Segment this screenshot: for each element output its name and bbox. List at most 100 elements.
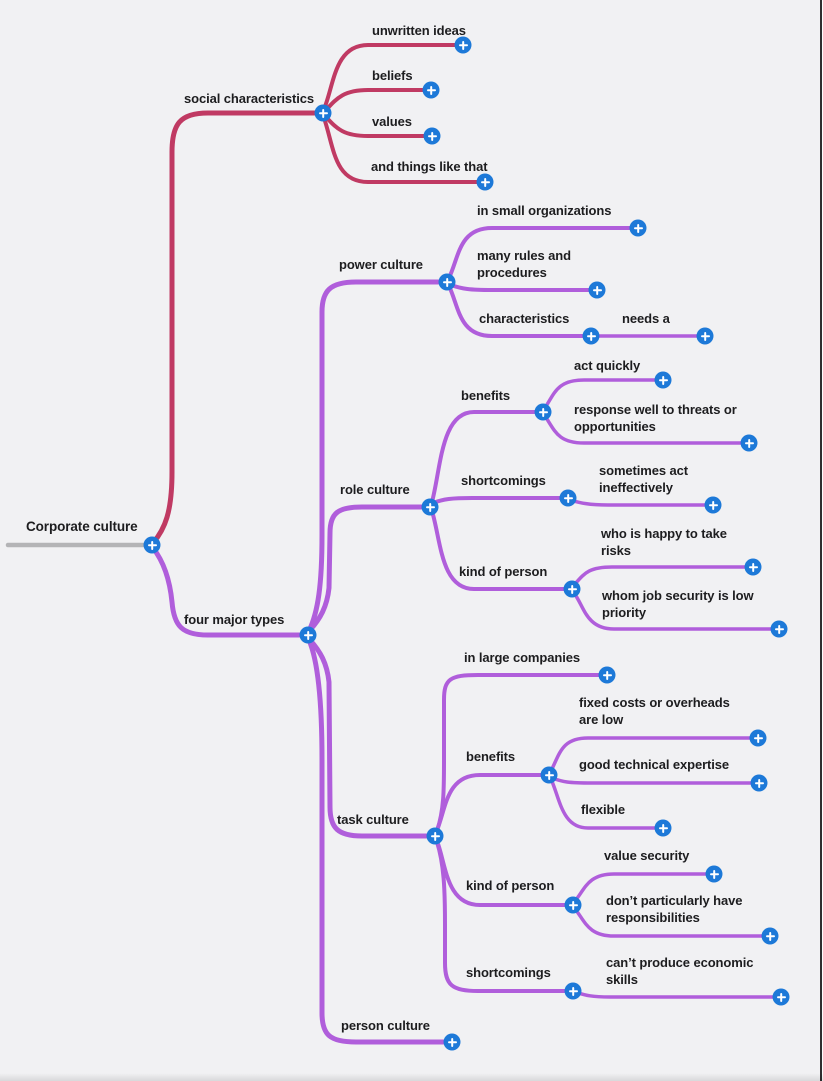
node-label-small-organizations[interactable]: in small organizations <box>477 203 612 218</box>
plus-icon <box>589 282 606 299</box>
edge-roleshort-sometimes <box>568 498 715 507</box>
node-label-flexible[interactable]: flexible <box>581 802 625 817</box>
expand-button-large-companies[interactable] <box>598 666 616 684</box>
node-label-social[interactable]: social characteristics <box>184 91 315 106</box>
node-label-role-shortcomings[interactable]: shortcomings <box>461 473 546 488</box>
node-label-large-companies[interactable]: in large companies <box>464 650 580 665</box>
expand-button-unwritten-ideas[interactable] <box>454 36 472 54</box>
edge-power-manyrules <box>449 283 599 292</box>
plus-icon <box>697 328 714 345</box>
node-label-task-shortcomings[interactable]: shortcomings <box>466 965 551 980</box>
expand-button-fixed-costs[interactable] <box>749 729 767 747</box>
edge-fourtypes-role <box>307 504 433 633</box>
edge-taskbenefits-fixedcosts <box>549 736 760 773</box>
plus-icon <box>422 499 439 516</box>
plus-icon <box>762 928 779 945</box>
expand-button-task-shortcomings[interactable] <box>564 982 582 1000</box>
node-label-person-culture[interactable]: person culture <box>341 1018 430 1033</box>
plus-icon <box>444 1034 461 1051</box>
node-label-value-security[interactable]: value security <box>604 848 690 863</box>
expand-button-small-organizations[interactable] <box>629 219 647 237</box>
expand-button-role-benefits[interactable] <box>534 403 552 421</box>
expand-button-needs-a[interactable] <box>696 327 714 345</box>
plus-icon <box>706 866 723 883</box>
expand-button-task-kind-of-person[interactable] <box>564 896 582 914</box>
expand-button-person-culture[interactable] <box>443 1033 461 1051</box>
edge-taskbenefits-flexible <box>549 777 665 830</box>
edge-role-benefits <box>430 410 545 504</box>
node-label-good-technical[interactable]: good technical expertise <box>579 757 730 772</box>
node-label-role-benefits[interactable]: benefits <box>461 388 511 403</box>
expand-button-role-kind-of-person[interactable] <box>563 580 581 598</box>
node-label-characteristics[interactable]: characteristics <box>479 311 570 326</box>
plus-icon <box>599 667 616 684</box>
node-label-dont-particularly[interactable]: don’t particularly have responsibilities <box>606 893 743 926</box>
expand-button-task-culture[interactable] <box>426 827 444 845</box>
node-label-role-culture[interactable]: role culture <box>340 482 410 497</box>
plus-icon <box>565 983 582 1000</box>
node-label-act-quickly[interactable]: act quickly <box>574 358 641 373</box>
node-label-beliefs[interactable]: beliefs <box>372 68 413 83</box>
node-label-role-kind-of-person[interactable]: kind of person <box>459 564 548 579</box>
expand-button-task-benefits[interactable] <box>540 766 558 784</box>
plus-icon <box>427 828 444 845</box>
expand-button-things-like-that[interactable] <box>476 173 494 191</box>
expand-button-power-culture[interactable] <box>438 273 456 291</box>
expand-button-social[interactable] <box>314 104 332 122</box>
expand-button-four-major-types[interactable] <box>299 626 317 644</box>
plus-icon <box>750 730 767 747</box>
expand-button-role-shortcomings[interactable] <box>559 489 577 507</box>
node-label-task-culture[interactable]: task culture <box>337 812 409 827</box>
edge-rolekind-whomjob <box>572 591 781 631</box>
node-label-task-benefits[interactable]: benefits <box>466 749 516 764</box>
plus-icon <box>705 497 722 514</box>
expand-button-beliefs[interactable] <box>422 81 440 99</box>
expand-button-sometimes-act[interactable] <box>704 496 722 514</box>
plus-icon <box>655 820 672 837</box>
expand-button-act-quickly[interactable] <box>654 371 672 389</box>
plus-icon <box>583 328 600 345</box>
edge-task-shortcomings <box>435 840 575 993</box>
expand-button-characteristics[interactable] <box>582 327 600 345</box>
plus-icon <box>300 627 317 644</box>
node-label-values[interactable]: values <box>372 114 412 129</box>
node-label-who-risks[interactable]: who is happy to take risks <box>601 526 727 559</box>
edge-root-social <box>150 110 326 546</box>
node-label-sometimes-act[interactable]: sometimes act ineffectively <box>599 463 689 496</box>
edge-taskbenefits-goodtech <box>550 776 761 785</box>
expand-button-values[interactable] <box>423 127 441 145</box>
node-label-task-kind-of-person[interactable]: kind of person <box>466 878 555 893</box>
expand-button-root[interactable] <box>143 536 161 554</box>
plus-icon <box>630 220 647 237</box>
plus-icon <box>439 274 456 291</box>
node-label-response-well[interactable]: response well to threats or opportunitie… <box>574 402 737 435</box>
edge-rolekind-whorisks <box>572 565 755 587</box>
plus-icon <box>773 989 790 1006</box>
plus-icon <box>655 372 672 389</box>
node-label-power-culture[interactable]: power culture <box>339 257 423 272</box>
node-label-many-rules[interactable]: many rules and procedures <box>477 248 571 281</box>
node-label-fixed-costs[interactable]: fixed costs or overheads are low <box>579 695 730 728</box>
expand-button-who-risks[interactable] <box>744 558 762 576</box>
expand-button-response-well[interactable] <box>740 434 758 452</box>
expand-button-flexible[interactable] <box>654 819 672 837</box>
edge-task-kindperson <box>435 839 575 907</box>
edge-rolebenefits-response <box>543 414 751 445</box>
edge-fourtypes-power <box>306 279 450 634</box>
node-label-things-like-that[interactable]: and things like that <box>371 159 488 174</box>
expand-button-role-culture[interactable] <box>421 498 439 516</box>
node-label-four-major-types[interactable]: four major types <box>184 612 285 627</box>
expand-button-many-rules[interactable] <box>588 281 606 299</box>
expand-button-good-technical[interactable] <box>750 774 768 792</box>
expand-button-cant-produce[interactable] <box>772 988 790 1006</box>
plus-icon <box>771 621 788 638</box>
expand-button-value-security[interactable] <box>705 865 723 883</box>
expand-button-dont-particularly[interactable] <box>761 927 779 945</box>
plus-icon <box>745 559 762 576</box>
node-label-whom-job-security[interactable]: whom job security is low priority <box>602 588 754 621</box>
node-label-unwritten-ideas[interactable]: unwritten ideas <box>372 23 466 38</box>
node-label-root[interactable]: Corporate culture <box>26 519 138 534</box>
expand-button-whom-job-security[interactable] <box>770 620 788 638</box>
node-label-cant-produce[interactable]: can’t produce economic skills <box>606 955 754 988</box>
node-label-needs-a[interactable]: needs a <box>622 311 670 326</box>
